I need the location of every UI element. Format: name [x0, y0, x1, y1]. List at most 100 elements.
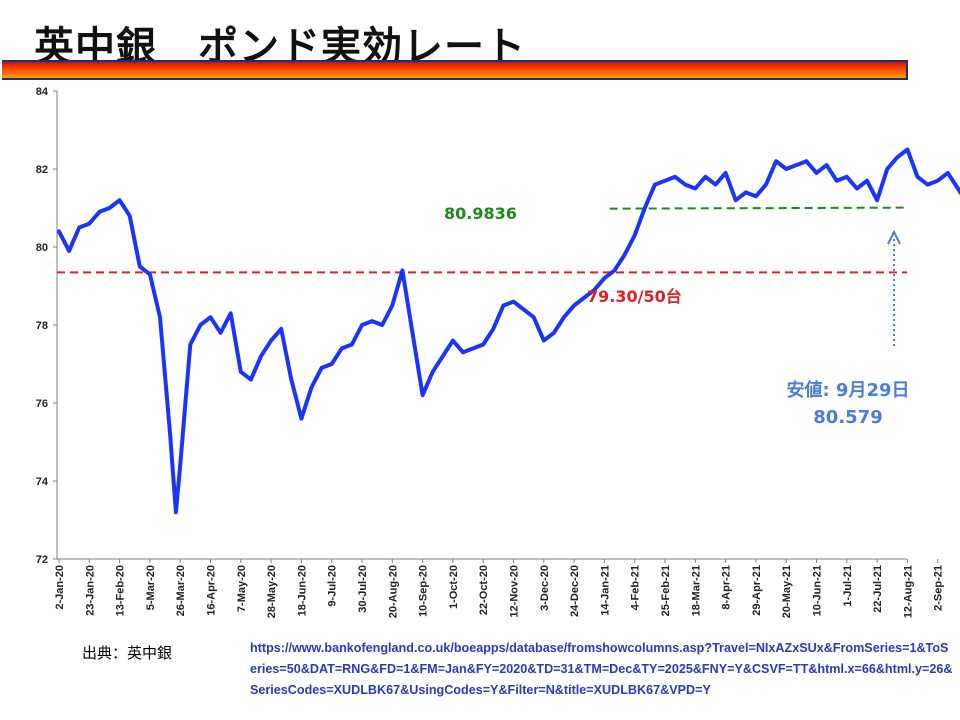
- x-tick-label: 16-Apr-20: [206, 565, 218, 616]
- series-point: [623, 253, 626, 256]
- series-point: [673, 175, 677, 178]
- x-tick-label: 5-Mar-20: [145, 565, 157, 610]
- series-point: [724, 171, 727, 175]
- series-point: [340, 347, 343, 350]
- series-point: [401, 269, 404, 272]
- series-point: [128, 214, 131, 217]
- x-tick-label: 30-Jul-20: [357, 565, 369, 613]
- series-point: [482, 343, 485, 346]
- series-point: [845, 175, 848, 178]
- x-tick-label: 1-Jul-21: [842, 565, 854, 607]
- series-point: [168, 433, 172, 436]
- series-point: [78, 226, 81, 229]
- series-point: [734, 199, 737, 202]
- title-underline-bar: [2, 60, 908, 80]
- series-point: [714, 183, 717, 186]
- series-point: [280, 327, 283, 331]
- x-tick-label: 12-Aug-21: [902, 565, 914, 618]
- series-point: [461, 351, 465, 354]
- series-point: [562, 316, 566, 319]
- x-tick-label: 13-Feb-20: [115, 565, 127, 616]
- series-point: [381, 323, 384, 327]
- y-tick-label: 82: [36, 164, 48, 176]
- series-point: [512, 300, 515, 303]
- series-point: [431, 370, 434, 373]
- series-point: [896, 156, 899, 159]
- series-point: [764, 183, 768, 186]
- series-point: [239, 370, 242, 373]
- series-point: [67, 249, 71, 253]
- source-url-link[interactable]: https://www.bankofengland.co.uk/boeapps/…: [250, 641, 953, 697]
- y-tick-label: 78: [36, 320, 48, 332]
- annotation-arrow-head: [887, 229, 901, 245]
- series-point: [199, 323, 202, 327]
- series-point: [875, 199, 879, 202]
- series-point: [633, 234, 636, 237]
- reference-line-green: [609, 206, 908, 210]
- y-tick-label: 74: [36, 476, 49, 488]
- series-point: [805, 160, 808, 163]
- series-point: [795, 163, 798, 167]
- series-point: [411, 331, 414, 334]
- series-point: [209, 316, 212, 319]
- x-tick-label: 24-Dec-20: [569, 565, 581, 617]
- series-point: [57, 230, 61, 233]
- series-point: [956, 187, 960, 190]
- x-tick-label: 25-Feb-21: [660, 565, 672, 616]
- series-point: [310, 386, 313, 389]
- series-point: [916, 175, 919, 178]
- series-point: [148, 273, 152, 276]
- x-tick-label: 18-Jun-20: [296, 565, 308, 616]
- series-point: [865, 179, 869, 182]
- annotation-line1: 安値: 9月29日: [786, 379, 909, 401]
- x-tick-label: 23-Jan-20: [84, 565, 96, 616]
- x-tick-label: 9-Jul-20: [327, 565, 339, 607]
- series-point: [138, 265, 141, 268]
- series-point: [350, 343, 354, 346]
- reference-label-red: 79.30/50台: [587, 287, 682, 306]
- series-point: [421, 394, 424, 397]
- series-point: [946, 171, 949, 175]
- source-label: 出典：英中銀: [82, 644, 173, 662]
- series-point: [330, 362, 333, 366]
- series-point: [926, 183, 929, 186]
- series-point: [269, 339, 273, 342]
- series-point: [370, 319, 374, 323]
- x-tick-label: 3-Dec-20: [539, 565, 551, 611]
- series-point: [774, 160, 778, 163]
- x-tick-label: 20-Aug-20: [387, 565, 399, 618]
- x-tick-label: 26-Mar-20: [175, 565, 187, 616]
- y-tick-label: 84: [36, 86, 49, 98]
- series-point: [174, 511, 178, 514]
- series-point: [259, 355, 263, 358]
- x-tick-label: 28-May-20: [266, 565, 278, 618]
- series-point: [522, 308, 525, 311]
- series-point: [532, 316, 535, 319]
- x-tick-label: 10-Jun-21: [812, 565, 824, 616]
- series-point: [492, 327, 495, 331]
- y-tick-label: 76: [36, 398, 48, 410]
- x-tick-label: 22-Oct-20: [478, 565, 490, 615]
- x-tick-label: 1-Oct-20: [448, 565, 460, 609]
- series-point: [502, 304, 505, 307]
- series-point: [391, 304, 394, 307]
- reference-label-green: 80.9836: [444, 204, 517, 223]
- series-point: [603, 277, 606, 280]
- y-tick-label: 80: [36, 242, 48, 254]
- annotation-line2: 80.579: [813, 407, 882, 428]
- series-point: [754, 195, 758, 198]
- series-point: [360, 323, 364, 327]
- series-point: [653, 183, 657, 186]
- x-tick-label: 8-Apr-21: [721, 565, 733, 610]
- x-tick-label: 14-Jan-21: [599, 565, 611, 616]
- x-tick-label: 22-Jul-21: [872, 565, 884, 613]
- series-point: [583, 296, 586, 299]
- series-point: [906, 148, 909, 151]
- series-point: [886, 167, 889, 171]
- series-point: [441, 355, 444, 358]
- series-point: [290, 378, 293, 381]
- series-point: [744, 191, 747, 194]
- series-point: [835, 179, 838, 182]
- series-point: [613, 269, 616, 272]
